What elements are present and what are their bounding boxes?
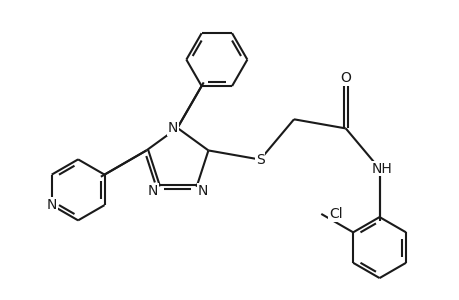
Text: NH: NH	[371, 162, 392, 176]
Text: N: N	[46, 198, 57, 212]
Text: N: N	[147, 184, 158, 198]
Text: Cl: Cl	[329, 207, 342, 221]
Text: N: N	[197, 184, 207, 198]
Text: S: S	[255, 153, 264, 166]
Text: O: O	[340, 71, 351, 85]
Text: N: N	[168, 121, 178, 135]
